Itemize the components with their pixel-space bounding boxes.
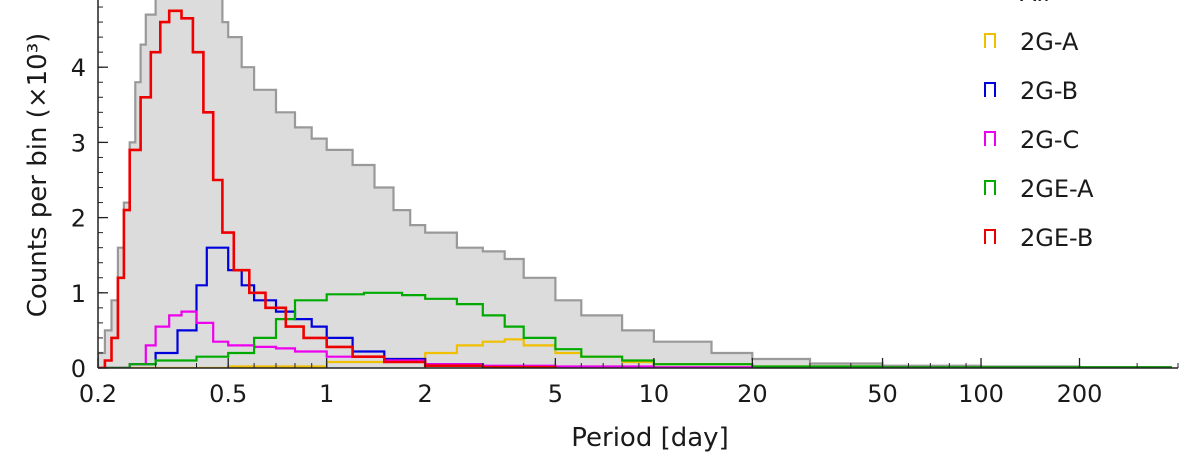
x-tick-label: 0.5 (209, 380, 247, 408)
x-tick-label: 50 (867, 380, 898, 408)
legend-label: 2G-A (1020, 28, 1079, 56)
series-2ge-b (98, 9, 557, 368)
legend-item-all: All (1020, 0, 1050, 7)
x-tick-label: 20 (737, 380, 768, 408)
legend-label: 2G-B (1020, 77, 1078, 105)
x-tick-label: 2 (418, 380, 433, 408)
y-axis-label: Counts per bin (×10³) (23, 33, 53, 318)
y-tick-label: 1 (71, 280, 86, 308)
legend-item-2g-c: 2G-C (984, 126, 1079, 154)
y-tick-label: 0 (71, 355, 86, 383)
axes: 0.2 0.5 1 2 5 10 20 50 100 200 0 1 2 3 4 (71, 0, 1179, 408)
legend-item-2g-a: 2G-A (984, 28, 1079, 56)
legend-swatch (984, 180, 996, 195)
legend-label: 2GE-A (1020, 175, 1094, 203)
x-tick-label: 10 (639, 380, 670, 408)
legend: All 2G-A 2G-B 2G-C 2GE-A 2GE-B (984, 0, 1094, 252)
legend-label: 2GE-B (1020, 224, 1093, 252)
series-line (98, 0, 1171, 368)
legend-label: All (1020, 0, 1050, 7)
y-tick-label: 2 (71, 205, 86, 233)
x-tick-label: 200 (1057, 380, 1103, 408)
legend-swatch (984, 229, 996, 244)
legend-item-2ge-b: 2GE-B (984, 224, 1093, 252)
y-tick-label: 3 (71, 129, 86, 157)
legend-swatch (984, 82, 996, 97)
x-tick-label: 5 (548, 380, 563, 408)
series-area (98, 0, 1171, 368)
legend-item-2g-b: 2G-B (984, 77, 1078, 105)
y-tick-label: 4 (71, 54, 86, 82)
legend-label: 2G-C (1020, 126, 1079, 154)
x-tick-label: 0.2 (79, 380, 117, 408)
x-tick-label: 100 (958, 380, 1004, 408)
series-line (98, 9, 557, 368)
series-all (98, 0, 1171, 368)
legend-swatch (984, 131, 996, 146)
legend-swatch (984, 33, 996, 48)
legend-item-2ge-a: 2GE-A (984, 175, 1094, 203)
x-axis-label: Period [day] (571, 423, 728, 453)
x-tick-label: 1 (319, 380, 334, 408)
